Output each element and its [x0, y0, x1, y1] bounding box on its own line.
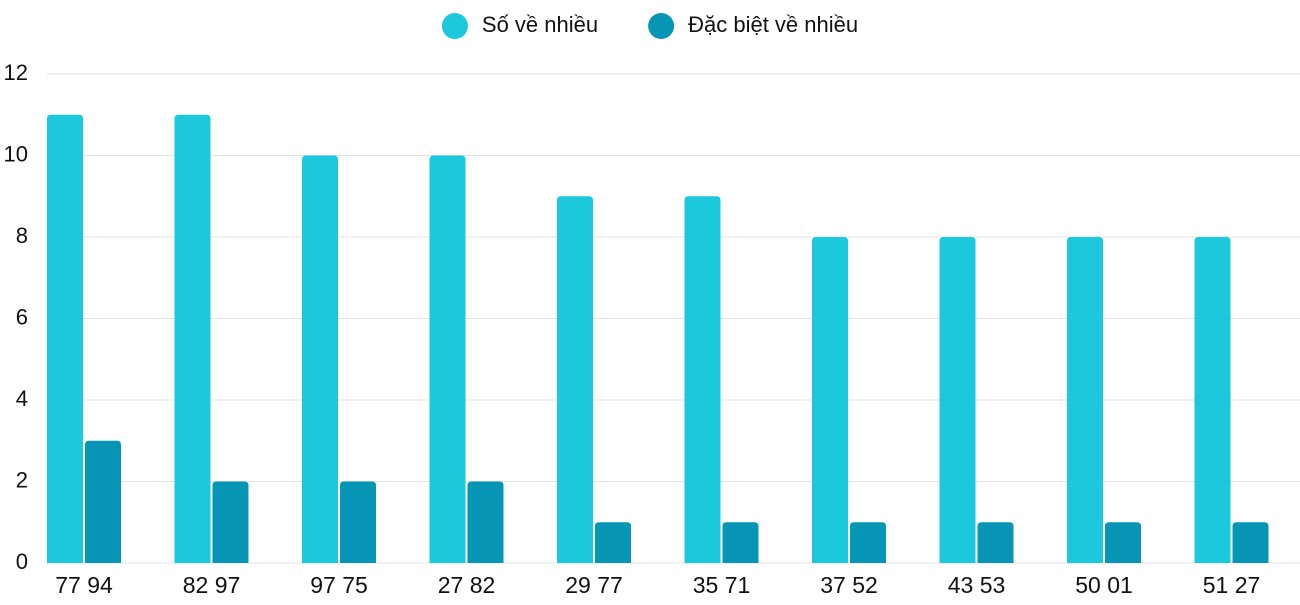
y-tick-label: 2: [16, 467, 28, 492]
bar: [595, 522, 631, 563]
bar: [939, 237, 976, 563]
x-tick-label: 37 52: [820, 572, 878, 598]
legend-item: Số về nhiều: [441, 12, 598, 39]
bar: [47, 114, 83, 563]
legend-label: Số về nhiều: [482, 12, 598, 37]
bar: [557, 196, 593, 563]
y-tick-label: 4: [16, 386, 28, 411]
bar: [85, 440, 121, 563]
bar: [1105, 522, 1141, 563]
bar: [429, 155, 466, 563]
bar: [467, 481, 504, 563]
bar: [302, 155, 338, 563]
legend-marker: [648, 13, 675, 39]
legend-label: Đặc biệt về nhiều: [688, 12, 858, 37]
x-tick-label: 27 82: [438, 572, 496, 598]
bar: [174, 114, 211, 563]
x-tick-label: 29 77: [565, 572, 623, 598]
x-tick-label: 43 53: [948, 572, 1006, 598]
bar: [812, 237, 848, 563]
x-tick-label: 97 75: [310, 572, 368, 598]
bar: [1067, 237, 1103, 563]
x-tick-label: 77 94: [55, 572, 113, 598]
bar: [1232, 522, 1269, 563]
bar: [850, 522, 886, 563]
y-tick-label: 8: [16, 223, 28, 248]
x-tick-label: 35 71: [693, 572, 751, 598]
bar: [684, 196, 721, 563]
y-tick-label: 12: [4, 60, 28, 85]
bar: [212, 481, 249, 563]
y-tick-label: 0: [16, 549, 28, 574]
x-tick-label: 51 27: [1203, 572, 1261, 598]
legend-item: Đặc biệt về nhiều: [648, 12, 858, 39]
legend-marker: [441, 13, 468, 39]
bar: [977, 522, 1014, 563]
x-tick-label: 82 97: [183, 572, 241, 598]
bar: [340, 481, 376, 563]
x-tick-label: 50 01: [1075, 572, 1133, 598]
bar: [1194, 237, 1231, 563]
bar: [722, 522, 759, 563]
y-tick-label: 6: [16, 304, 28, 329]
y-tick-label: 10: [4, 141, 28, 166]
